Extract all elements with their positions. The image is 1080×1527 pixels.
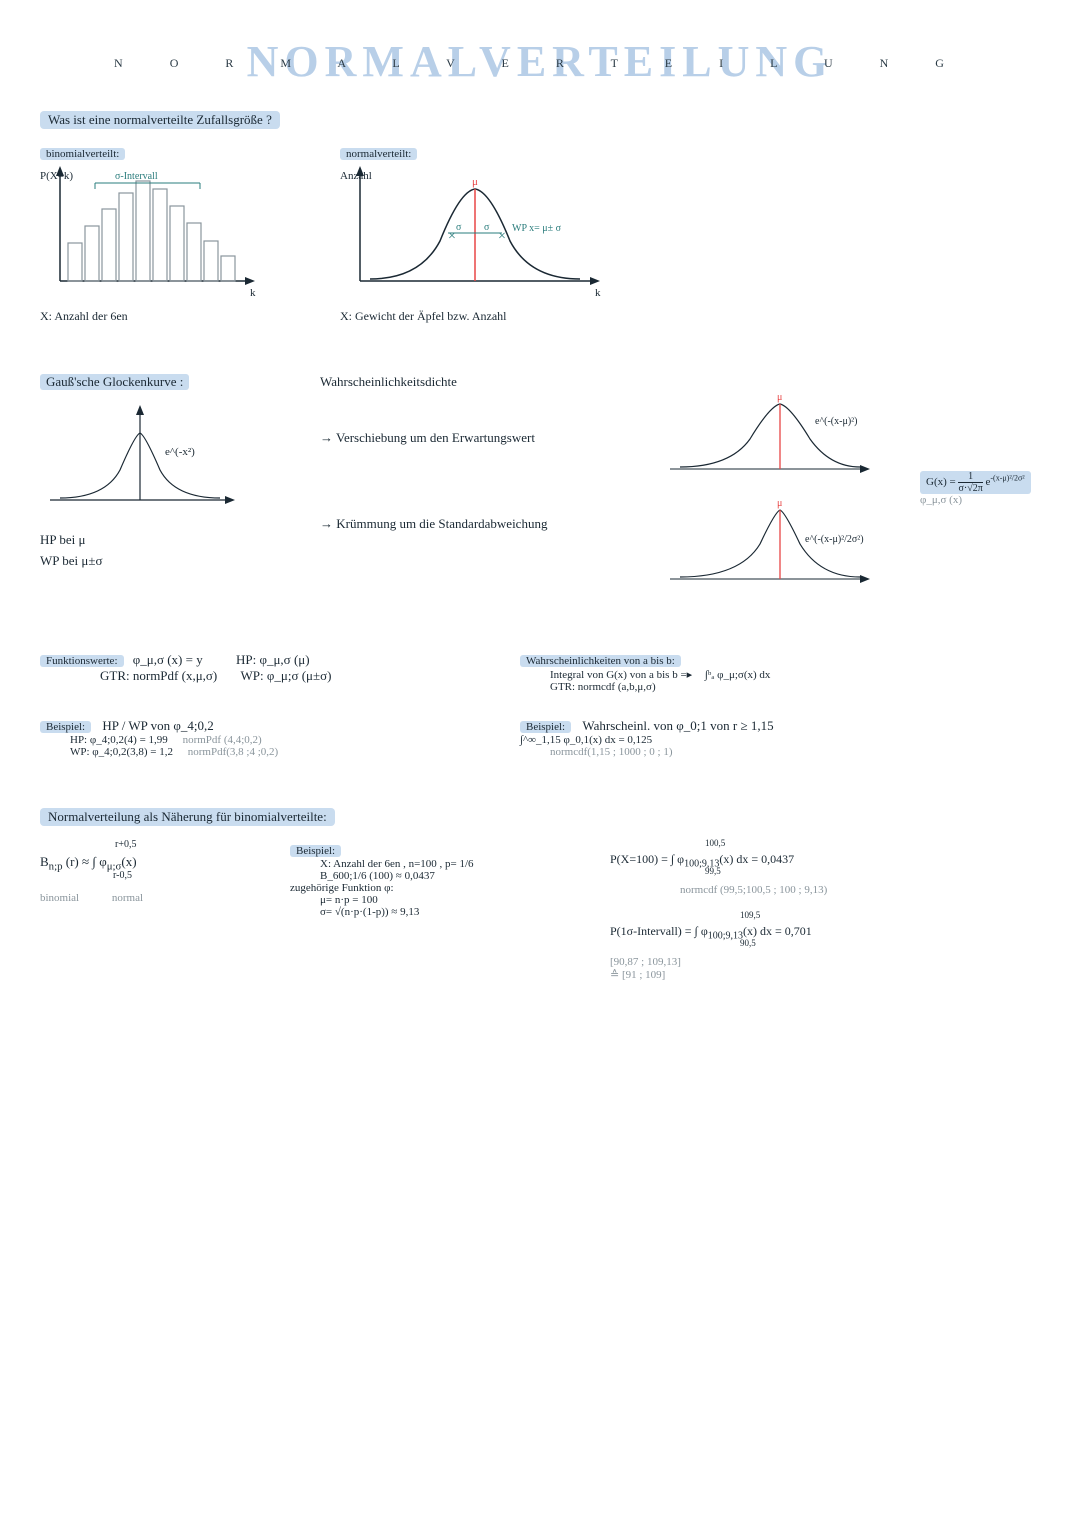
ex1-wp: WP: φ_4;0,2(3,8) = 1,2 (70, 746, 173, 758)
svg-text:×: × (448, 229, 456, 244)
gauss-hp: HP bei μ (40, 530, 280, 551)
ex2-int: ∫^∞_1,15 φ_0,1(x) dx = 0,125 (520, 734, 1040, 746)
ex1-hp: HP: φ_4;0,2(4) = 1,99 (70, 734, 168, 746)
bsp-l2: B_600;1/6 (100) ≈ 0,0437 (320, 870, 570, 882)
section-gauss: Gauß'sche Glockenkurve : e^(-x²) HP bei … (40, 374, 1040, 602)
bsp-label: Beispiel: (290, 845, 341, 857)
svg-text:k: k (250, 287, 256, 299)
approx-heading: Normalverteilung als Näherung für binomi… (40, 808, 335, 826)
approx-formula: r+0,5 Bn;p (r) ≈ ∫ φμ;σ(x) r-0,5 (40, 842, 250, 892)
prob-int: Integral von G(x) von a bis b =▸ (550, 669, 692, 681)
svg-text:μ: μ (777, 392, 782, 403)
curvature-text: → Krümmung um die Standardabweichung (320, 516, 620, 532)
fw-gtr: GTR: normPdf (x,μ,σ) (100, 668, 217, 683)
section-values: Funktionswerte: φ_μ,σ (x) = y HP: φ_μ,σ … (40, 652, 1040, 758)
approx-lbl-r: normal (112, 892, 143, 904)
fw-hp: HP: φ_μ,σ (μ) (236, 652, 310, 667)
bsp-l3: zugehörige Funktion φ: (290, 882, 570, 894)
ex1-title: HP / WP von φ_4;0,2 (102, 718, 213, 733)
bsp-l1: X: Anzahl der 6en , n=100 , p= 1/6 (320, 858, 570, 870)
svg-text:e^(-x²): e^(-x²) (165, 446, 195, 458)
gx-formula: G(x) = 1σ·√2π e-(x-μ)²/2σ² (920, 471, 1031, 494)
svg-text:μ: μ (777, 498, 782, 509)
svg-text:σ: σ (456, 222, 462, 233)
ex2-gtr: normcdf(1,15 ; 1000 ; 0 ; 1) (550, 746, 1040, 758)
binomial-label: binomialverteilt: (40, 148, 125, 160)
page-title: NORMALVERTEILUNG N O R M A L V E R T E I… (40, 40, 1040, 71)
result1: 100,5 P(X=100) = ∫ φ100;9,13(x) dx = 0,0… (610, 842, 1040, 884)
result2: 109,5 P(1σ-Intervall) = ∫ φ100;9,13(x) d… (610, 914, 1040, 956)
fw-wp: WP: φ_μ;σ (μ±σ) (241, 668, 332, 683)
svg-text:σ-Intervall: σ-Intervall (115, 171, 158, 182)
gauss-wp: WP bei μ±σ (40, 551, 280, 572)
gauss-heading: Gauß'sche Glockenkurve : (40, 374, 189, 390)
fw-label: Funktionswerte: (40, 655, 124, 667)
r1-gtr: normcdf (99,5;100,5 ; 100 ; 9,13) (680, 884, 1040, 896)
approx-lbl-l: binomial (40, 892, 79, 904)
r2-a: [90,87 ; 109,13] (610, 956, 1040, 968)
svg-text:k: k (595, 287, 601, 299)
normal-column: normalverteilt: Anzahl k μ (340, 145, 660, 324)
section-definition: Was ist eine normalverteilte Zufallsgröß… (40, 111, 1040, 324)
normal-chart: Anzahl k μ σ σ × × WP x= μ± σ (340, 161, 620, 301)
svg-text:P(X=k): P(X=k) (40, 170, 73, 182)
prob-label: Wahrscheinlichkeiten von a bis b: (520, 655, 681, 667)
prob-int-sym: ∫ᵇₐ φ_μ;σ(x) dx (705, 669, 770, 681)
bsp-l4: μ= n·p = 100 (320, 894, 570, 906)
gauss-basic-curve: e^(-x²) (40, 400, 240, 520)
svg-text:σ: σ (484, 222, 490, 233)
section-approx: Normalverteilung als Näherung für binomi… (40, 808, 1040, 981)
title-fg: N O R M A L V E R T E I L U N G (40, 56, 1040, 71)
ex2-title: Wahrscheinl. von φ_0;1 von r ≥ 1,15 (582, 718, 773, 733)
svg-text:μ: μ (472, 176, 478, 188)
ex1-label: Beispiel: (40, 721, 91, 733)
curve-shifted: μ e^(-(x-μ)²) (660, 384, 880, 484)
normal-label: normalverteilt: (340, 148, 417, 160)
normal-caption: X: Gewicht der Äpfel bzw. Anzahl (340, 309, 660, 324)
svg-text:Anzahl: Anzahl (340, 170, 372, 182)
svg-text:×: × (498, 229, 506, 244)
r2-b: ≙ [91 ; 109] (610, 968, 1040, 981)
svg-text:e^(-(x-μ)²): e^(-(x-μ)²) (815, 416, 857, 427)
density-heading: Wahrscheinlichkeitsdichte (320, 374, 620, 390)
binomial-chart: P(X=k) k σ-Intervall (40, 161, 270, 301)
gx-sub: φ_μ,σ (x) (920, 494, 1070, 506)
binomial-caption: X: Anzahl der 6en (40, 309, 300, 324)
shift-text: → Verschiebung um den Erwartungswert (320, 430, 620, 446)
fw-eq: φ_μ,σ (x) = y (133, 652, 203, 667)
ex1-wp-gtr: normPdf(3,8 ;4 ;0,2) (188, 746, 278, 758)
bsp-l5: σ= √(n·p·(1-p)) ≈ 9,13 (320, 906, 570, 918)
ex1-hp-gtr: normPdf (4,4;0,2) (183, 734, 262, 746)
svg-text:e^(-(x-μ)²/2σ²): e^(-(x-μ)²/2σ²) (805, 534, 864, 545)
curve-scaled: μ e^(-(x-μ)²/2σ²) (660, 494, 880, 594)
prob-gtr: GTR: normcdf (a,b,μ,σ) (550, 681, 1040, 693)
ex2-label: Beispiel: (520, 721, 571, 733)
binomial-column: binomialverteilt: P(X=k) k σ-Intervall (40, 145, 300, 324)
heading-definition: Was ist eine normalverteilte Zufallsgröß… (40, 111, 280, 129)
svg-text:WP x= μ± σ: WP x= μ± σ (512, 223, 562, 234)
